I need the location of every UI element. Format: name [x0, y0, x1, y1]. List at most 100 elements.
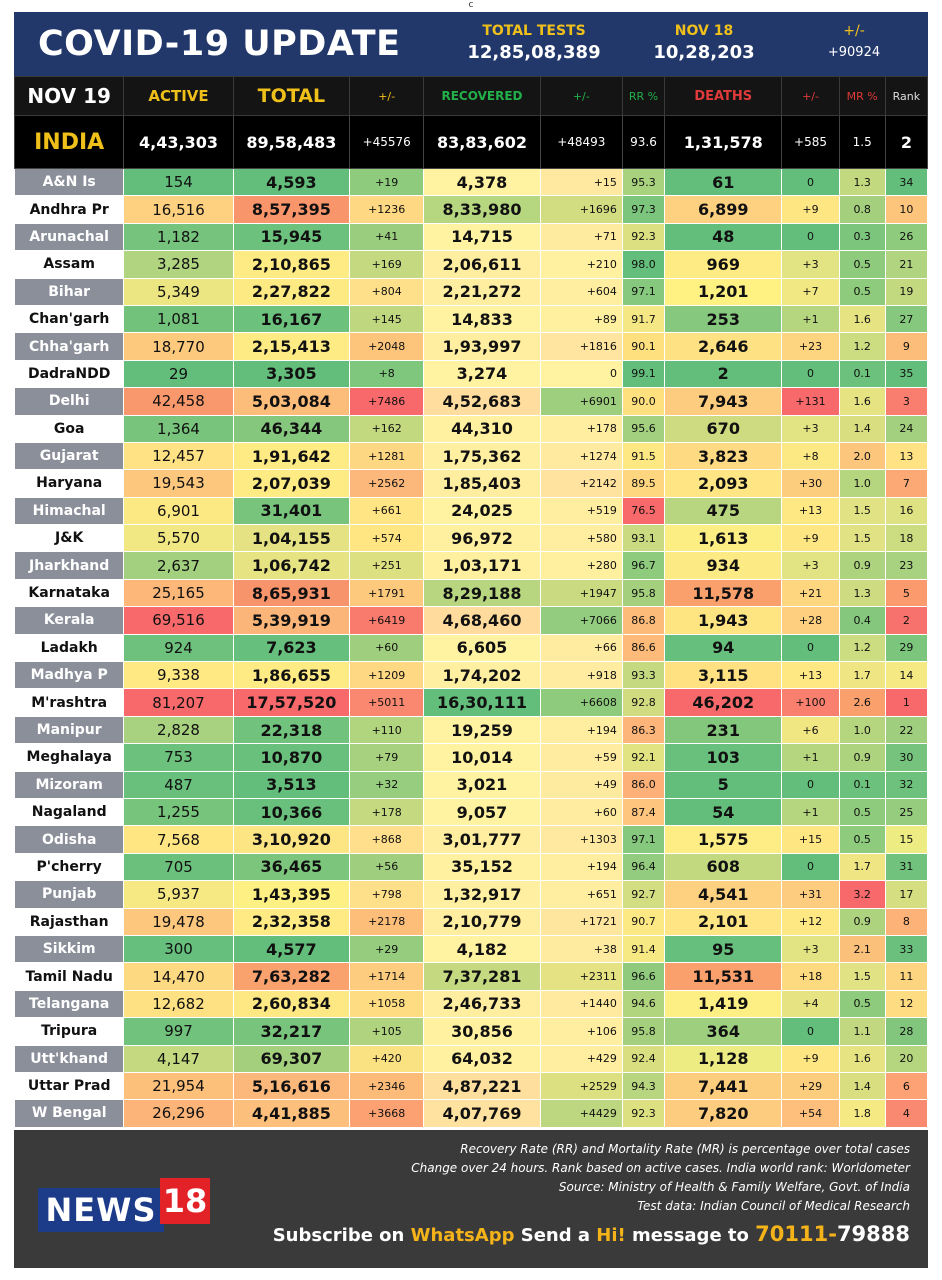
total-cell: 1,91,642 — [232, 441, 351, 471]
total-change-cell: +41 — [349, 222, 425, 252]
deaths-change-cell: +54 — [781, 1099, 840, 1128]
recovered-change-cell: +580 — [539, 524, 623, 553]
state-name-cell: Utt'khand — [13, 1044, 125, 1073]
total-change-cell: +2346 — [349, 1071, 425, 1101]
recovered-cell: 96,972 — [423, 524, 541, 553]
infographic: COVID-19 UPDATE TOTAL TESTS 12,85,08,389… — [13, 12, 929, 1268]
rr-cell: 90.0 — [621, 387, 666, 416]
mr-cell: 1.1 — [838, 1017, 886, 1046]
header-mr: MR % — [838, 76, 886, 116]
mr-cell: 1.6 — [838, 304, 886, 334]
deaths-change-cell: +9 — [781, 195, 840, 224]
mr-cell: 1.3 — [838, 578, 886, 608]
rank-cell: 35 — [884, 359, 929, 389]
total-cell: 46,344 — [232, 414, 351, 443]
active-cell: 5,570 — [123, 524, 234, 553]
header-date: NOV 19 — [13, 76, 125, 116]
deaths-cell: 253 — [664, 304, 783, 334]
table-row: Tamil Nadu 14,470 7,63,282 +1714 7,37,281 +23… — [13, 962, 929, 991]
table-row: Telangana 12,682 2,60,834 +1058 2,46,733 +144… — [13, 989, 929, 1019]
rr-cell: 97.1 — [621, 277, 666, 306]
total-cell: 32,217 — [232, 1017, 351, 1046]
mr-cell: 0.3 — [838, 222, 886, 252]
deaths-change-cell: +3 — [781, 551, 840, 580]
total-change-cell: +29 — [349, 934, 425, 964]
deaths-cell: 1,575 — [664, 825, 783, 854]
table-row: Meghalaya 753 10,870 +79 10,014 +59 92.1 103 +1 0… — [13, 743, 929, 772]
total-tests-label: TOTAL TESTS — [482, 23, 586, 39]
deaths-change-cell: +29 — [781, 1071, 840, 1101]
total-tests-stat: TOTAL TESTS 12,85,08,389 — [444, 20, 624, 64]
deaths-cell: 670 — [664, 414, 783, 443]
rank-cell: 14 — [884, 661, 929, 690]
recovered-change-cell: +6901 — [539, 387, 623, 416]
state-name-cell: Punjab — [13, 880, 125, 909]
deaths-change-cell: +9 — [781, 524, 840, 553]
total-cell: 8,65,931 — [232, 578, 351, 608]
rank-cell: 6 — [884, 1071, 929, 1101]
whatsapp-text: WhatsApp — [410, 1225, 515, 1246]
recovered-cell: 14,833 — [423, 304, 541, 334]
deaths-change-cell: +21 — [781, 578, 840, 608]
recovered-cell: 24,025 — [423, 496, 541, 526]
mr-cell: 2.1 — [838, 934, 886, 964]
recovered-cell: 2,06,611 — [423, 250, 541, 279]
state-name-cell: Uttar Prad — [13, 1071, 125, 1101]
deaths-cell: 4,541 — [664, 880, 783, 909]
active-cell: 12,457 — [123, 441, 234, 471]
total-change-cell: +1791 — [349, 578, 425, 608]
rr-cell: 95.3 — [621, 167, 666, 197]
state-name-cell: Mizoram — [13, 770, 125, 799]
total-cell: 2,10,865 — [232, 250, 351, 279]
deaths-change-cell: +1 — [781, 304, 840, 334]
active-cell: 7,568 — [123, 825, 234, 854]
mr-cell: 1.6 — [838, 1044, 886, 1073]
table-row: Sikkim 300 4,577 +29 4,182 +38 91.4 95 +3 2.1 33 — [13, 934, 929, 964]
rr-cell: 93.1 — [621, 524, 666, 553]
recovered-cell: 10,014 — [423, 743, 541, 772]
rank-cell: 32 — [884, 770, 929, 799]
mr-cell: 3.2 — [838, 880, 886, 909]
deaths-change-cell: +28 — [781, 606, 840, 635]
total-change-cell: +574 — [349, 524, 425, 553]
mr-cell: 1.2 — [838, 332, 886, 361]
recovered-cell: 1,93,997 — [423, 332, 541, 361]
header-rr: RR % — [621, 76, 666, 116]
deaths-cell: 1,613 — [664, 524, 783, 553]
deaths-change-cell: +12 — [781, 907, 840, 936]
recovered-cell: 4,68,460 — [423, 606, 541, 635]
rank-cell: 29 — [884, 633, 929, 663]
table-row: Arunachal 1,182 15,945 +41 14,715 +71 92.3 48 0 0… — [13, 222, 929, 252]
state-name-cell: Karnataka — [13, 578, 125, 608]
state-name-cell: Kerala — [13, 606, 125, 635]
rank-cell: 19 — [884, 277, 929, 306]
rr-cell: 89.5 — [621, 469, 666, 498]
active-cell: 154 — [123, 167, 234, 197]
header-recovered-change: +/- — [539, 76, 623, 116]
table-row: Utt'khand 4,147 69,307 +420 64,032 +429 92.4 1,… — [13, 1044, 929, 1073]
mr-cell: 0.5 — [838, 989, 886, 1019]
recovered-cell: 16,30,111 — [423, 688, 541, 717]
deaths-cell: 6,899 — [664, 195, 783, 224]
deaths-cell: 54 — [664, 797, 783, 827]
active-cell: 753 — [123, 743, 234, 772]
rr-cell: 92.3 — [621, 1099, 666, 1128]
india-mr: 1.5 — [838, 115, 886, 169]
rr-cell: 92.8 — [621, 688, 666, 717]
recovered-cell: 4,378 — [423, 167, 541, 197]
active-cell: 14,470 — [123, 962, 234, 991]
total-cell: 1,86,655 — [232, 661, 351, 690]
recovered-cell: 1,85,403 — [423, 469, 541, 498]
recovered-change-cell: +1816 — [539, 332, 623, 361]
active-cell: 12,682 — [123, 989, 234, 1019]
recovered-change-cell: +60 — [539, 797, 623, 827]
table-row: P'cherry 705 36,465 +56 35,152 +194 96.4 608 0 1.… — [13, 852, 929, 882]
total-change-cell: +162 — [349, 414, 425, 443]
recovered-cell: 6,605 — [423, 633, 541, 663]
state-name-cell: P'cherry — [13, 852, 125, 882]
active-cell: 3,285 — [123, 250, 234, 279]
rr-cell: 91.5 — [621, 441, 666, 471]
deaths-cell: 3,823 — [664, 441, 783, 471]
active-cell: 21,954 — [123, 1071, 234, 1101]
rank-cell: 23 — [884, 551, 929, 580]
